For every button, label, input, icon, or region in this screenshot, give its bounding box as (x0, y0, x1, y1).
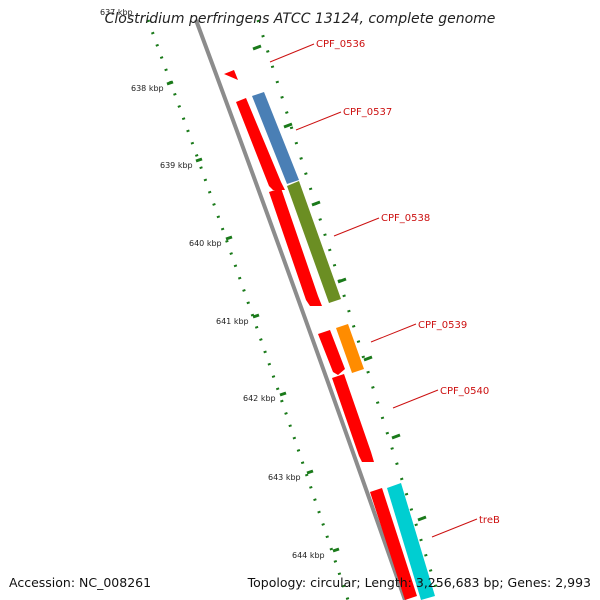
gene-treb-cds[interactable] (370, 488, 417, 600)
genome-summary-text: Topology: circular; Length: 3,256,683 bp… (247, 575, 591, 590)
gene-label-cpf-0540: CPF_0540 (440, 386, 489, 397)
genome-backbone (194, 19, 407, 600)
tick-label-637: 637 kbp (100, 8, 133, 17)
gene-label-cpf-0538: CPF_0538 (381, 213, 430, 224)
gene-cpf-0538-cds[interactable] (269, 188, 322, 306)
tick-label-641: 641 kbp (216, 317, 249, 326)
tick-label-644: 644 kbp (292, 551, 325, 560)
gene-treb-cog[interactable] (387, 483, 435, 600)
gene-cpf-0537-cds[interactable] (236, 98, 285, 190)
gene-label-cpf-0537: CPF_0537 (343, 107, 392, 118)
gene-label-cpf-0539: CPF_0539 (418, 320, 467, 331)
genome-title: Clostridium perfringens ATCC 13124, comp… (105, 11, 496, 27)
tick-label-638: 638 kbp (131, 84, 164, 93)
gene-cpf-0539-cog[interactable] (336, 324, 364, 373)
gene-cpf-0539-cds[interactable] (318, 330, 345, 375)
tick-label-642: 642 kbp (243, 394, 276, 403)
gene-label-cpf-0536: CPF_0536 (316, 39, 365, 50)
major-ticks (166, 44, 427, 553)
tick-label-643: 643 kbp (268, 473, 301, 482)
gene-label-treb: treB (479, 515, 500, 526)
tick-label-640: 640 kbp (189, 239, 222, 248)
gene-cpf-0540-cds[interactable] (332, 374, 374, 462)
gene-cpf-0538-cog[interactable] (287, 181, 341, 303)
tick-label-639: 639 kbp (160, 161, 193, 170)
gene-cpf-0537-cog[interactable] (252, 92, 299, 184)
gene-labels: CPF_0536 CPF_0537 CPF_0538 CPF_0539 CPF_… (316, 39, 500, 526)
accession-text: Accession: NC_008261 (9, 575, 151, 590)
gene-cpf-0536[interactable] (224, 70, 238, 80)
leader-lines (269, 43, 478, 538)
tick-labels: 637 kbp 638 kbp 639 kbp 640 kbp 641 kbp … (100, 8, 325, 560)
gene-features (224, 70, 435, 600)
